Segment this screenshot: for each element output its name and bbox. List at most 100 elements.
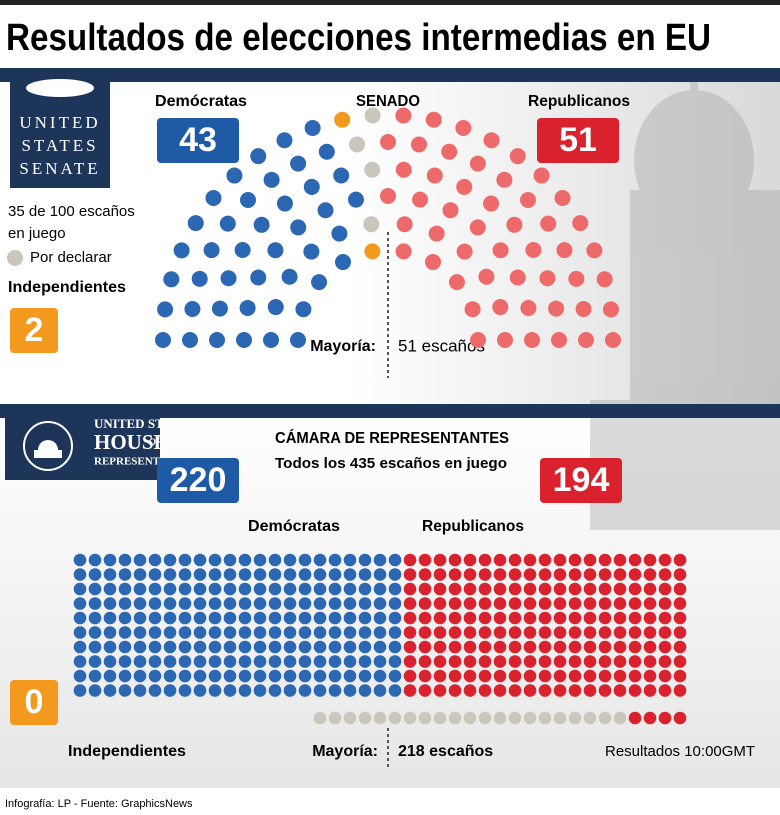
seat (103, 640, 117, 654)
seat (103, 626, 117, 639)
seat (388, 684, 402, 697)
seat (133, 611, 147, 625)
seat (358, 640, 372, 654)
seat (193, 626, 207, 639)
seat (133, 582, 147, 596)
seat (238, 568, 252, 581)
seat (118, 611, 132, 625)
seat (148, 640, 162, 654)
seat (583, 568, 597, 581)
seat (583, 611, 597, 625)
seat (223, 640, 237, 654)
seat (373, 611, 387, 625)
seat (88, 684, 102, 697)
seat (568, 270, 585, 287)
seat (554, 190, 571, 207)
seat (433, 669, 447, 683)
house-seats (73, 553, 687, 725)
seat (163, 655, 177, 668)
seat (298, 655, 312, 668)
majority-label: Mayoría: (310, 338, 376, 355)
seat (388, 597, 402, 610)
seat (268, 568, 282, 581)
seat (118, 568, 132, 581)
seat (403, 711, 417, 725)
seat (103, 655, 117, 668)
seat (263, 171, 280, 188)
seat (388, 626, 402, 639)
seat (553, 655, 567, 668)
seat (373, 655, 387, 668)
seat (658, 626, 672, 639)
seat (448, 597, 462, 610)
seat (267, 299, 284, 316)
seat (493, 553, 507, 567)
seat (643, 711, 657, 725)
seat (238, 582, 252, 596)
seat (163, 626, 177, 639)
results-time: Resultados 10:00GMT (605, 743, 755, 760)
seat (88, 582, 102, 596)
seat (298, 568, 312, 581)
seat (283, 640, 297, 654)
seat (478, 597, 492, 610)
seat (433, 655, 447, 668)
seat (538, 553, 552, 567)
seat (163, 611, 177, 625)
seat (317, 202, 334, 219)
independents-box (10, 680, 58, 725)
seat (493, 669, 507, 683)
majority-value: 51 escaños (398, 336, 485, 355)
seat (133, 655, 147, 668)
seat (388, 568, 402, 581)
seat (418, 711, 432, 725)
seat (88, 655, 102, 668)
seat (283, 553, 297, 567)
seat (373, 640, 387, 654)
seat (506, 216, 523, 233)
seat (238, 553, 252, 567)
seat (328, 669, 342, 683)
seat (508, 626, 522, 639)
seat (395, 161, 412, 178)
seat (253, 216, 270, 233)
seat (178, 582, 192, 596)
seat (290, 155, 307, 172)
seat (598, 669, 612, 683)
seat (263, 332, 279, 348)
majority-value: 218 escaños (398, 743, 493, 760)
seat (403, 626, 417, 639)
seat (538, 582, 552, 596)
seat (290, 332, 306, 348)
pending-key (7, 250, 23, 266)
seat (470, 332, 486, 348)
seat (358, 568, 372, 581)
seat (281, 268, 298, 285)
seat (483, 132, 500, 149)
seat (283, 582, 297, 596)
seat (509, 148, 526, 165)
seat (523, 655, 537, 668)
seat (538, 640, 552, 654)
seat (298, 611, 312, 625)
seat (103, 597, 117, 610)
seat (583, 640, 597, 654)
seat (103, 582, 117, 596)
seat (238, 669, 252, 683)
seat (193, 655, 207, 668)
seat (268, 684, 282, 697)
seat (163, 582, 177, 596)
seat (223, 568, 237, 581)
seat (658, 684, 672, 697)
seat (208, 553, 222, 567)
seat (538, 684, 552, 697)
seat (598, 568, 612, 581)
seat (598, 655, 612, 668)
seat (508, 597, 522, 610)
seat (568, 640, 582, 654)
seat (583, 711, 597, 725)
seat (540, 215, 557, 232)
seat (238, 597, 252, 610)
seat (508, 553, 522, 567)
seat (178, 568, 192, 581)
